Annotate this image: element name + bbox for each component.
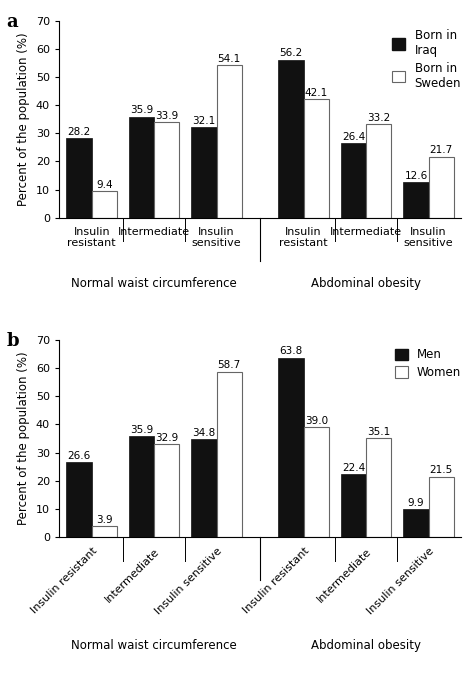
Bar [129, 117, 154, 217]
Text: 56.2: 56.2 [280, 48, 303, 58]
Text: 12.6: 12.6 [404, 171, 428, 181]
Bar [428, 477, 454, 537]
Text: 9.9: 9.9 [408, 498, 424, 508]
Bar [278, 60, 304, 217]
Bar [66, 462, 91, 537]
Text: 54.1: 54.1 [218, 54, 241, 64]
Legend: Born in
Iraq, Born in
Sweden: Born in Iraq, Born in Sweden [390, 27, 464, 92]
Text: 26.6: 26.6 [67, 451, 91, 461]
Text: 39.0: 39.0 [305, 416, 328, 426]
Text: 26.4: 26.4 [342, 132, 365, 142]
Bar [154, 122, 180, 217]
Bar [304, 427, 329, 537]
Bar [129, 436, 154, 537]
Text: 63.8: 63.8 [280, 346, 303, 356]
Text: 22.4: 22.4 [342, 462, 365, 473]
Bar [428, 156, 454, 217]
Bar [403, 509, 428, 537]
Text: 35.1: 35.1 [367, 427, 391, 437]
Text: 42.1: 42.1 [305, 88, 328, 98]
Text: Normal waist circumference: Normal waist circumference [71, 276, 237, 289]
Bar [91, 526, 117, 537]
Text: 21.5: 21.5 [429, 465, 453, 475]
Text: 35.9: 35.9 [130, 105, 153, 115]
Legend: Men, Women: Men, Women [392, 346, 464, 381]
Text: 33.2: 33.2 [367, 113, 391, 123]
Text: 34.8: 34.8 [192, 427, 216, 438]
Text: 33.9: 33.9 [155, 111, 178, 121]
Text: Abdominal obesity: Abdominal obesity [311, 639, 421, 652]
Text: 9.4: 9.4 [96, 180, 113, 190]
Bar [341, 474, 366, 537]
Text: 32.1: 32.1 [192, 116, 216, 126]
Text: Normal waist circumference: Normal waist circumference [71, 639, 237, 652]
Bar [366, 124, 392, 217]
Text: b: b [7, 332, 19, 351]
Text: a: a [7, 13, 18, 31]
Bar [191, 439, 217, 537]
Bar [191, 128, 217, 217]
Y-axis label: Percent of the population (%): Percent of the population (%) [17, 32, 30, 206]
Bar [341, 143, 366, 217]
Text: 35.9: 35.9 [130, 425, 153, 435]
Bar [278, 357, 304, 537]
Bar [366, 438, 392, 537]
Text: Abdominal obesity: Abdominal obesity [311, 276, 421, 289]
Y-axis label: Percent of the population (%): Percent of the population (%) [17, 352, 30, 525]
Text: 21.7: 21.7 [429, 145, 453, 155]
Text: 28.2: 28.2 [67, 127, 91, 137]
Bar [304, 99, 329, 217]
Text: 3.9: 3.9 [96, 514, 113, 525]
Bar [403, 182, 428, 217]
Bar [217, 372, 242, 537]
Text: 32.9: 32.9 [155, 433, 178, 443]
Bar [91, 191, 117, 217]
Bar [66, 139, 91, 217]
Text: 58.7: 58.7 [218, 360, 241, 370]
Bar [217, 65, 242, 217]
Bar [154, 445, 180, 537]
